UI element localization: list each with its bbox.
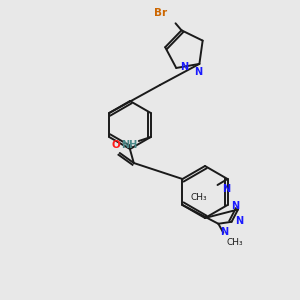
Text: CH₃: CH₃ [226, 238, 243, 247]
Text: N: N [223, 184, 231, 194]
Text: NH: NH [121, 140, 137, 150]
Text: N: N [236, 216, 244, 226]
Text: CH₃: CH₃ [191, 193, 208, 202]
Text: N: N [180, 62, 188, 72]
Text: O: O [111, 140, 120, 150]
Text: N: N [194, 67, 202, 77]
Text: Br: Br [154, 8, 167, 18]
Text: N: N [220, 227, 229, 237]
Text: N: N [232, 201, 240, 211]
